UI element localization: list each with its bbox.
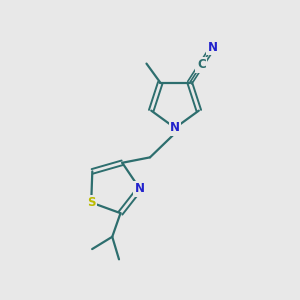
Text: N: N xyxy=(135,182,145,195)
Text: S: S xyxy=(87,196,95,209)
Text: C: C xyxy=(197,58,206,71)
Text: N: N xyxy=(170,122,180,134)
Text: N: N xyxy=(208,40,218,53)
